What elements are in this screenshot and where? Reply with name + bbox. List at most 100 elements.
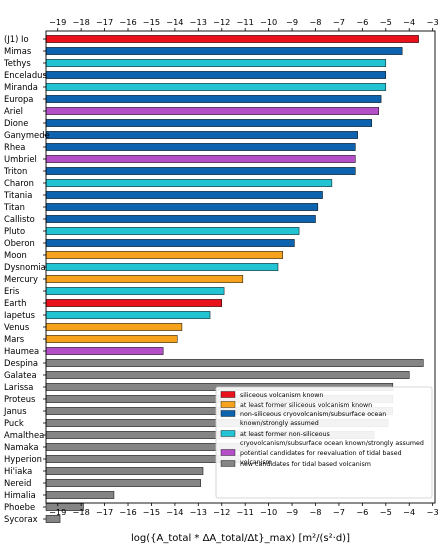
- bar-dione: [45, 119, 372, 127]
- bar-charon: [45, 179, 333, 187]
- x-tick-label-bottom: −10: [260, 507, 277, 517]
- category-label: Nereid: [4, 478, 31, 488]
- category-label: Tethys: [3, 58, 31, 68]
- bar-hyperion: [45, 455, 241, 463]
- legend-swatch-siliceous: [220, 391, 236, 398]
- x-tick-label-bottom: −16: [119, 507, 136, 517]
- x-axis-label: log({A_total * ΔA_total/Δt}_max) [m²/(s²…: [131, 533, 350, 544]
- bar-triton: [45, 167, 356, 175]
- category-label: Hi'iaka: [4, 466, 32, 476]
- x-tick-label-bottom: −11: [237, 507, 254, 517]
- x-tick-label-bottom: −19: [49, 507, 66, 517]
- x-tick-label-bottom: −14: [166, 507, 183, 517]
- x-tick-label-top: −5: [380, 17, 392, 27]
- x-tick-label-top: −16: [119, 17, 136, 27]
- category-label: Charon: [4, 178, 34, 188]
- x-tick-label-top: −6: [356, 17, 368, 27]
- bar-haumea: [45, 347, 164, 355]
- legend-label: non-siliceous cryovolcanism/subsurface o…: [240, 411, 386, 427]
- bar-rhea: [45, 143, 356, 151]
- category-label: Enceladus: [4, 70, 47, 80]
- category-label: Mars: [4, 334, 24, 344]
- x-tick-label-bottom: −4: [403, 507, 415, 517]
- category-label: Pluto: [4, 226, 25, 236]
- category-label: Venus: [4, 322, 29, 332]
- x-tick-label-top: −18: [73, 17, 90, 27]
- category-label: Haumea: [4, 346, 39, 356]
- category-label: Dysnomia: [4, 262, 46, 272]
- category-label: Hyperion: [4, 454, 42, 464]
- bar-iapetus: [45, 311, 211, 319]
- category-label: Amalthea: [4, 430, 44, 440]
- category-label: Umbriel: [4, 154, 37, 164]
- x-tick-label-top: −4: [403, 17, 415, 27]
- bar-tethys: [45, 59, 387, 67]
- bar-titania: [45, 191, 323, 199]
- category-label: Mercury: [4, 274, 38, 284]
- x-tick-label-top: −8: [309, 17, 321, 27]
- bar-himalia: [45, 491, 115, 499]
- category-label: Ganymede: [4, 130, 50, 140]
- bar-callisto: [45, 215, 316, 223]
- legend-swatch-reevaluation: [220, 449, 236, 456]
- category-label: Phoebe: [4, 502, 35, 512]
- category-label: Iapetus: [4, 310, 35, 320]
- legend-swatch-former-siliceous: [220, 401, 236, 408]
- bar-ganymede: [45, 131, 358, 139]
- x-tick-label-top: −10: [260, 17, 277, 27]
- category-label: Eris: [4, 286, 19, 296]
- category-label: Titania: [3, 190, 32, 200]
- category-label: Ariel: [4, 106, 23, 116]
- category-label: Miranda: [4, 82, 38, 92]
- x-tick-label-top: −9: [286, 17, 298, 27]
- x-tick-label-bottom: −13: [190, 507, 207, 517]
- category-label: Europa: [4, 94, 33, 104]
- legend-box: [215, 386, 433, 499]
- bar-mercury: [45, 275, 244, 283]
- legend-swatch-new: [220, 460, 236, 467]
- category-label: Triton: [3, 166, 27, 176]
- x-axis-title: log({A_total * ΔA_total/Δt}_max) [m²/(s²…: [131, 533, 350, 544]
- category-label: Callisto: [4, 214, 35, 224]
- bar-mimas: [45, 47, 403, 55]
- x-tick-label-top: −19: [49, 17, 66, 27]
- category-label: Moon: [4, 250, 27, 260]
- legend-label: siliceous volcanism known: [240, 392, 323, 399]
- x-tick-label-top: −3: [427, 17, 439, 27]
- legend-swatch-cryo-former: [220, 430, 236, 437]
- category-label: Rhea: [4, 142, 25, 152]
- bar-hi-iaka: [45, 467, 204, 475]
- bar-moon: [45, 251, 283, 259]
- bar-europa: [45, 95, 382, 103]
- legend-label: new candidates for tidal based volcanism: [240, 461, 371, 468]
- category-label: Galatea: [4, 370, 37, 380]
- bar-j1-io: [45, 35, 419, 43]
- category-label: Sycorax: [4, 514, 38, 524]
- x-tick-label-top: −15: [143, 17, 160, 27]
- category-label: Despina: [4, 358, 38, 368]
- category-label: Larissa: [4, 382, 33, 392]
- axis-ticks: −19−19−18−18−17−17−16−16−15−15−14−14−13−…: [49, 17, 439, 517]
- bar-earth: [45, 299, 223, 307]
- x-tick-label-top: −17: [96, 17, 113, 27]
- legend: siliceous volcanism known at least former…: [215, 386, 433, 499]
- bar-group: [45, 35, 424, 523]
- bar-pluto: [45, 227, 300, 235]
- bar-nereid: [45, 479, 201, 487]
- category-label: Earth: [4, 298, 26, 308]
- bar-mars: [45, 335, 178, 343]
- legend-label: potential candidates for reevaluation of…: [240, 450, 402, 466]
- bar-dysnomia: [45, 263, 279, 271]
- bar-eris: [45, 287, 225, 295]
- bar-enceladus: [45, 71, 387, 79]
- category-label: (J1) Io: [4, 34, 29, 44]
- category-label: Oberon: [4, 238, 35, 248]
- category-label: Janus: [3, 406, 27, 416]
- category-label: Namaka: [4, 442, 39, 452]
- legend-label: at least former non-siliceous cryovolcani…: [240, 431, 424, 447]
- category-labels: (J1) Io Mimas Tethys Enceladus Miranda Europa…: [3, 34, 50, 524]
- x-tick-label-bottom: −8: [309, 507, 321, 517]
- bar-miranda: [45, 83, 387, 91]
- x-tick-label-bottom: −7: [333, 507, 345, 517]
- category-label: Puck: [4, 418, 24, 428]
